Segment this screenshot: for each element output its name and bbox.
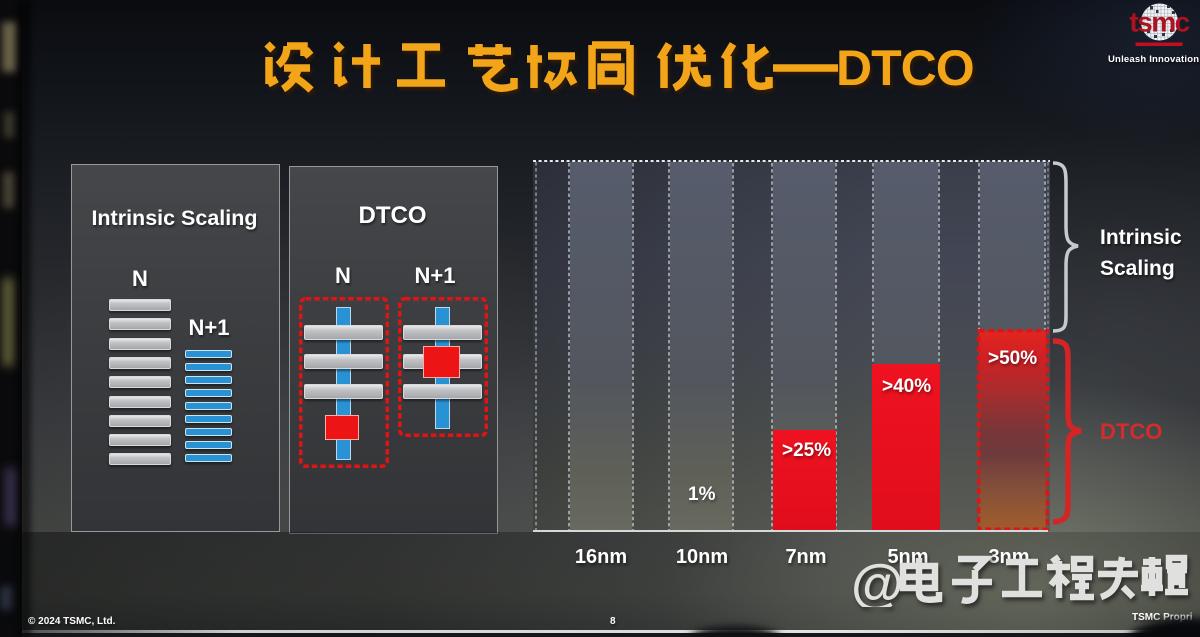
svg-text:tsmc: tsmc <box>1129 7 1189 38</box>
svg-text:DTCO: DTCO <box>836 40 974 96</box>
svg-text:@: @ <box>851 554 904 607</box>
